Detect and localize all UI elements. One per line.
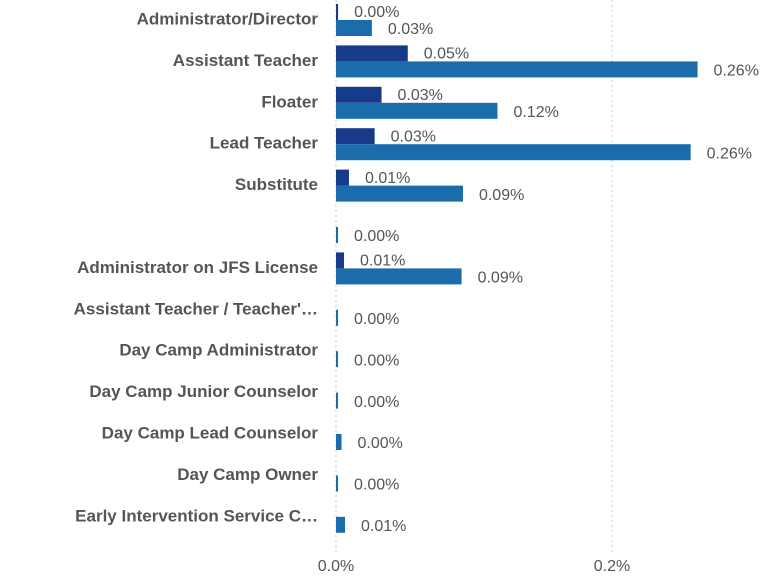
data-label: 0.03% — [391, 128, 436, 145]
bar — [336, 144, 691, 161]
bar — [336, 45, 408, 62]
bar — [336, 169, 349, 186]
data-label: 0.00% — [358, 435, 403, 452]
bar — [336, 185, 463, 202]
data-label: 0.00% — [354, 4, 399, 21]
bar — [336, 128, 375, 145]
data-label: 0.00% — [354, 352, 399, 369]
bar — [336, 268, 462, 285]
bar — [336, 351, 338, 368]
bar — [336, 4, 339, 20]
data-label: 0.12% — [513, 104, 558, 121]
data-label: 0.00% — [354, 394, 399, 411]
bar — [336, 392, 338, 409]
data-label: 0.03% — [388, 21, 433, 38]
y-tick-label: Day Camp Administrator — [119, 341, 318, 360]
y-tick-label: Day Camp Owner — [177, 465, 318, 484]
bar — [336, 475, 338, 492]
data-label: 0.09% — [478, 270, 523, 287]
bar — [336, 309, 338, 326]
data-label: 0.01% — [360, 253, 405, 270]
data-label: 0.01% — [365, 170, 410, 187]
y-tick-label: Assistant Teacher — [173, 51, 319, 70]
bar — [336, 86, 382, 103]
data-label: 0.26% — [714, 63, 759, 80]
x-tick-label: 0.0% — [318, 558, 354, 575]
bar — [336, 102, 498, 119]
y-tick-label: Early Intervention Service C… — [75, 506, 318, 525]
y-tick-label: Administrator on JFS License — [77, 258, 318, 277]
bar — [336, 20, 372, 36]
data-label: 0.01% — [361, 518, 406, 535]
data-label: 0.03% — [398, 87, 443, 104]
bar — [336, 434, 342, 450]
data-label: 0.00% — [354, 228, 399, 245]
x-tick-label: 0.2% — [594, 558, 630, 575]
data-label: 0.26% — [707, 145, 752, 162]
y-tick-label: Day Camp Junior Counselor — [89, 382, 318, 401]
y-tick-label: Floater — [261, 92, 318, 111]
bar — [336, 61, 698, 78]
y-tick-label: Administrator/Director — [137, 9, 319, 28]
bar — [336, 227, 338, 243]
y-tick-label: Lead Teacher — [210, 134, 319, 153]
y-tick-label: Assistant Teacher / Teacher'… — [74, 299, 318, 318]
y-tick-label: Substitute — [235, 175, 318, 194]
data-label: 0.09% — [479, 187, 524, 204]
y-tick-label: Day Camp Lead Counselor — [102, 423, 319, 442]
data-label: 0.00% — [354, 477, 399, 494]
bar — [336, 516, 345, 533]
bar — [336, 252, 345, 269]
data-label: 0.05% — [424, 46, 469, 63]
data-label: 0.00% — [354, 311, 399, 328]
